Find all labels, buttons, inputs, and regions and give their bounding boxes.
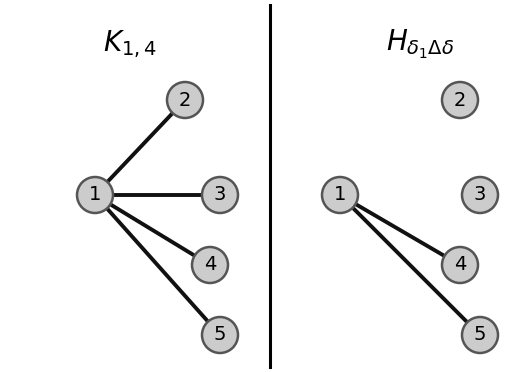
Text: 1: 1 [89, 186, 101, 205]
Text: 4: 4 [204, 256, 216, 275]
Text: $H_{\delta_1 \Delta \delta}$: $H_{\delta_1 \Delta \delta}$ [386, 28, 454, 61]
Circle shape [192, 247, 228, 283]
Circle shape [77, 177, 113, 213]
Circle shape [167, 82, 203, 118]
Text: 5: 5 [474, 326, 486, 344]
Circle shape [442, 247, 478, 283]
Circle shape [462, 177, 498, 213]
Text: 4: 4 [454, 256, 466, 275]
Text: 3: 3 [474, 186, 486, 205]
Text: 1: 1 [334, 186, 346, 205]
Circle shape [462, 317, 498, 353]
Circle shape [202, 177, 238, 213]
Text: 2: 2 [454, 90, 466, 109]
Circle shape [442, 82, 478, 118]
Circle shape [202, 317, 238, 353]
Text: $K_{1,4}$: $K_{1,4}$ [103, 28, 157, 60]
Text: 3: 3 [214, 186, 226, 205]
Text: 5: 5 [214, 326, 226, 344]
Text: 2: 2 [179, 90, 191, 109]
Circle shape [322, 177, 358, 213]
